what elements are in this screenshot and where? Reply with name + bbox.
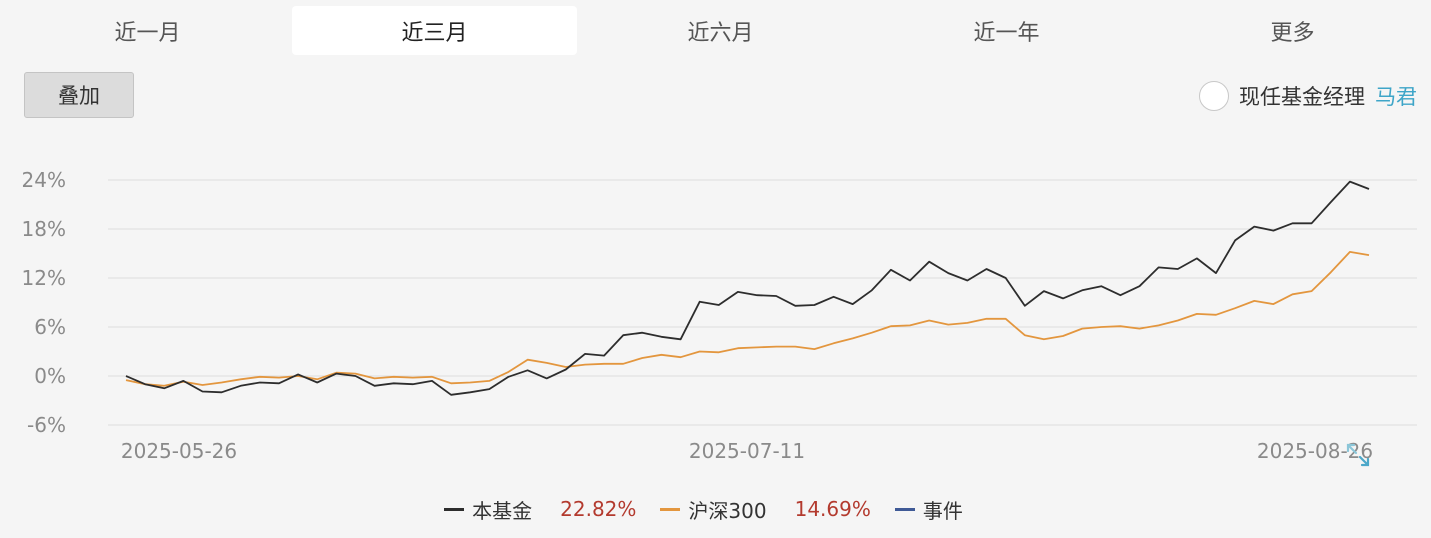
x-tick-label: 2025-07-11 <box>689 439 805 463</box>
series-line-fund <box>125 180 1370 396</box>
performance-chart: 24%18%12%6%0%-6% 2025-05-26 2025-07-11 202… <box>22 168 1417 463</box>
tab-1-month[interactable]: 近一月 <box>114 20 181 46</box>
tab-6-months[interactable]: 近六月 <box>687 20 754 46</box>
legend-label: 事件 <box>922 498 963 523</box>
grid-lines <box>108 179 1417 426</box>
tab-3-months[interactable]: 近三月 <box>292 6 577 55</box>
legend-value: 14.69% <box>794 497 871 521</box>
series-line-index <box>125 251 1370 387</box>
y-tick-label: 24% <box>22 168 66 192</box>
legend-swatch <box>660 507 681 511</box>
y-tick-label: 6% <box>34 315 66 339</box>
period-tabs: 近一月 近三月 近六月 近一年 更多 <box>0 0 1431 62</box>
series-lines <box>125 180 1370 396</box>
x-axis-ticks: 2025-05-26 2025-07-11 2025-08-26 <box>121 439 1373 463</box>
x-tick-label: 2025-05-26 <box>121 439 237 463</box>
y-tick-label: 18% <box>22 217 66 241</box>
y-tick-label: 12% <box>22 266 66 290</box>
manager-name-link[interactable]: 马君 <box>1375 85 1417 109</box>
y-axis-ticks: 24% 18% 12% 6% 0% -6% <box>22 168 66 437</box>
manager-label: 现任基金经理 <box>1239 85 1365 109</box>
legend-label: 本基金 <box>472 498 533 523</box>
tab-1-year[interactable]: 近一年 <box>973 20 1040 46</box>
legend-value: 22.82% <box>560 497 637 521</box>
manager-toggle: 现任基金经理 马君 <box>1199 78 1417 114</box>
legend-item-fund[interactable]: 本基金 22.82% <box>444 495 636 524</box>
legend-swatch <box>894 507 915 511</box>
legend-swatch <box>444 507 465 511</box>
legend-label: 沪深300 <box>688 498 767 523</box>
legend-item-index[interactable]: 沪深300 14.69% <box>660 495 871 524</box>
legend-item-events[interactable]: 事件 <box>894 495 963 524</box>
overlay-button[interactable]: 叠加 <box>24 72 134 118</box>
radio-button[interactable] <box>1199 81 1229 111</box>
tab-more[interactable]: 更多 <box>1270 20 1315 46</box>
y-tick-label: 0% <box>34 364 66 388</box>
chart-legend: 本基金 22.82% 沪深300 14.69% 事件 <box>0 492 1431 526</box>
expand-arrows-icon[interactable] <box>1345 442 1371 468</box>
y-tick-label: -6% <box>27 413 66 437</box>
